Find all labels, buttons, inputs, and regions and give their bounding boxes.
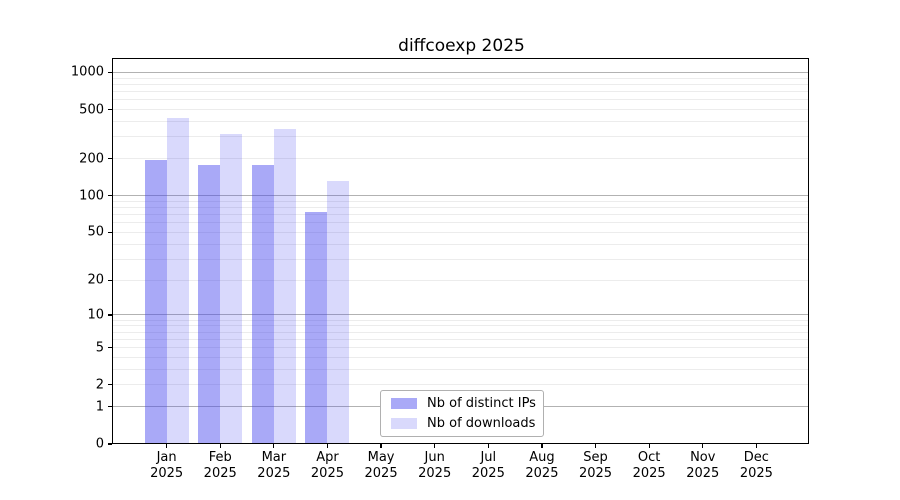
gridline-minor [113,231,809,233]
y-tick-mark [108,347,112,349]
gridline-minor [113,347,809,349]
gridline-minor [113,243,809,245]
gridline-minor [113,258,809,260]
y-tick-label: 10 [87,307,104,323]
bar-downloads-mar [273,129,296,444]
gridline-minor [113,331,809,333]
x-tick-mark [326,444,329,448]
y-tick-mark [108,195,112,197]
legend-label-distinct-ips: Nb of distinct IPs [427,396,536,412]
y-tick-mark [108,71,112,73]
x-tick-mark [219,444,221,448]
y-tick-label: 1 [95,399,104,415]
x-tick-label-may: May 2025 [364,450,398,481]
x-tick-mark [434,444,436,448]
gridline-minor [113,356,809,358]
legend-swatch-distinct-ips [391,398,417,410]
x-tick-mark [273,444,275,448]
bar-distinct-ips-mar [251,164,274,444]
gridline-minor [113,325,809,327]
gridline-minor [113,91,809,92]
gridline-minor [113,99,809,101]
bar-downloads-feb [220,134,243,444]
x-tick-label-feb: Feb 2025 [203,450,237,481]
x-tick-label-aug: Aug 2025 [525,450,559,481]
y-tick-mark [108,384,112,386]
gridline-minor [113,200,809,202]
x-tick-label-jun: Jun 2025 [418,450,452,481]
gridline-major [113,195,809,197]
y-tick-label: 1000 [70,64,104,80]
y-tick-mark [108,406,112,408]
gridline-minor [113,121,809,123]
y-tick-label: 50 [87,224,104,240]
gridline-minor [113,207,809,209]
gridline-minor [113,136,809,138]
x-tick-mark [541,444,543,448]
gridline-minor [113,158,809,160]
legend: Nb of distinct IPs Nb of downloads [380,390,544,437]
x-tick-mark [380,444,382,448]
x-tick-label-dec: Dec 2025 [739,450,773,481]
y-tick-mark [108,231,112,234]
y-tick-mark [108,279,112,281]
legend-label-downloads: Nb of downloads [427,415,536,431]
y-tick-mark [108,314,112,316]
gridline-minor [113,384,809,386]
y-tick-mark [108,158,112,160]
gridline-minor [113,83,809,85]
bar-distinct-ips-jan [144,159,167,444]
gridline-minor [113,109,809,111]
x-tick-label-apr: Apr 2025 [310,450,344,481]
legend-swatch-downloads [391,417,417,429]
x-tick-label-jul: Jul 2025 [471,450,505,481]
x-tick-mark [648,444,650,448]
x-tick-mark [755,444,757,448]
y-tick-mark [108,108,112,111]
y-tick-label: 0 [95,436,104,452]
legend-item-distinct-ips: Nb of distinct IPs [387,395,537,413]
y-tick-label: 500 [79,102,104,118]
x-tick-label-sep: Sep 2025 [578,450,613,481]
bar-distinct-ips-feb [198,164,221,444]
y-tick-label: 100 [79,188,104,204]
gridline-minor [113,279,809,281]
gridline-minor [113,77,809,79]
gridline-major [113,71,809,73]
gridline-minor [113,319,809,321]
legend-item-downloads: Nb of downloads [387,415,537,433]
x-tick-label-jan: Jan 2025 [150,450,184,481]
chart-title: diffcoexp 2025 [398,36,525,56]
gridline-minor [113,222,809,224]
bar-distinct-ips-apr [305,212,328,444]
y-tick-label: 20 [87,272,104,288]
x-tick-mark [594,444,597,448]
bar-downloads-apr [327,180,350,444]
bar-downloads-jan [166,118,189,444]
y-tick-label: 2 [95,377,104,393]
gridline-major [113,314,809,316]
gridline-minor [113,214,809,216]
y-tick-label: 5 [95,340,104,356]
x-tick-mark [487,444,489,448]
gridline-minor [113,338,809,340]
gridline-minor [113,368,809,370]
x-tick-label-oct: Oct 2025 [632,450,666,481]
x-tick-mark [166,444,168,448]
x-tick-label-mar: Mar 2025 [257,450,291,481]
x-tick-mark [702,444,704,448]
x-tick-label-nov: Nov 2025 [686,450,720,481]
y-tick-mark [108,443,112,445]
y-tick-label: 200 [79,151,104,167]
